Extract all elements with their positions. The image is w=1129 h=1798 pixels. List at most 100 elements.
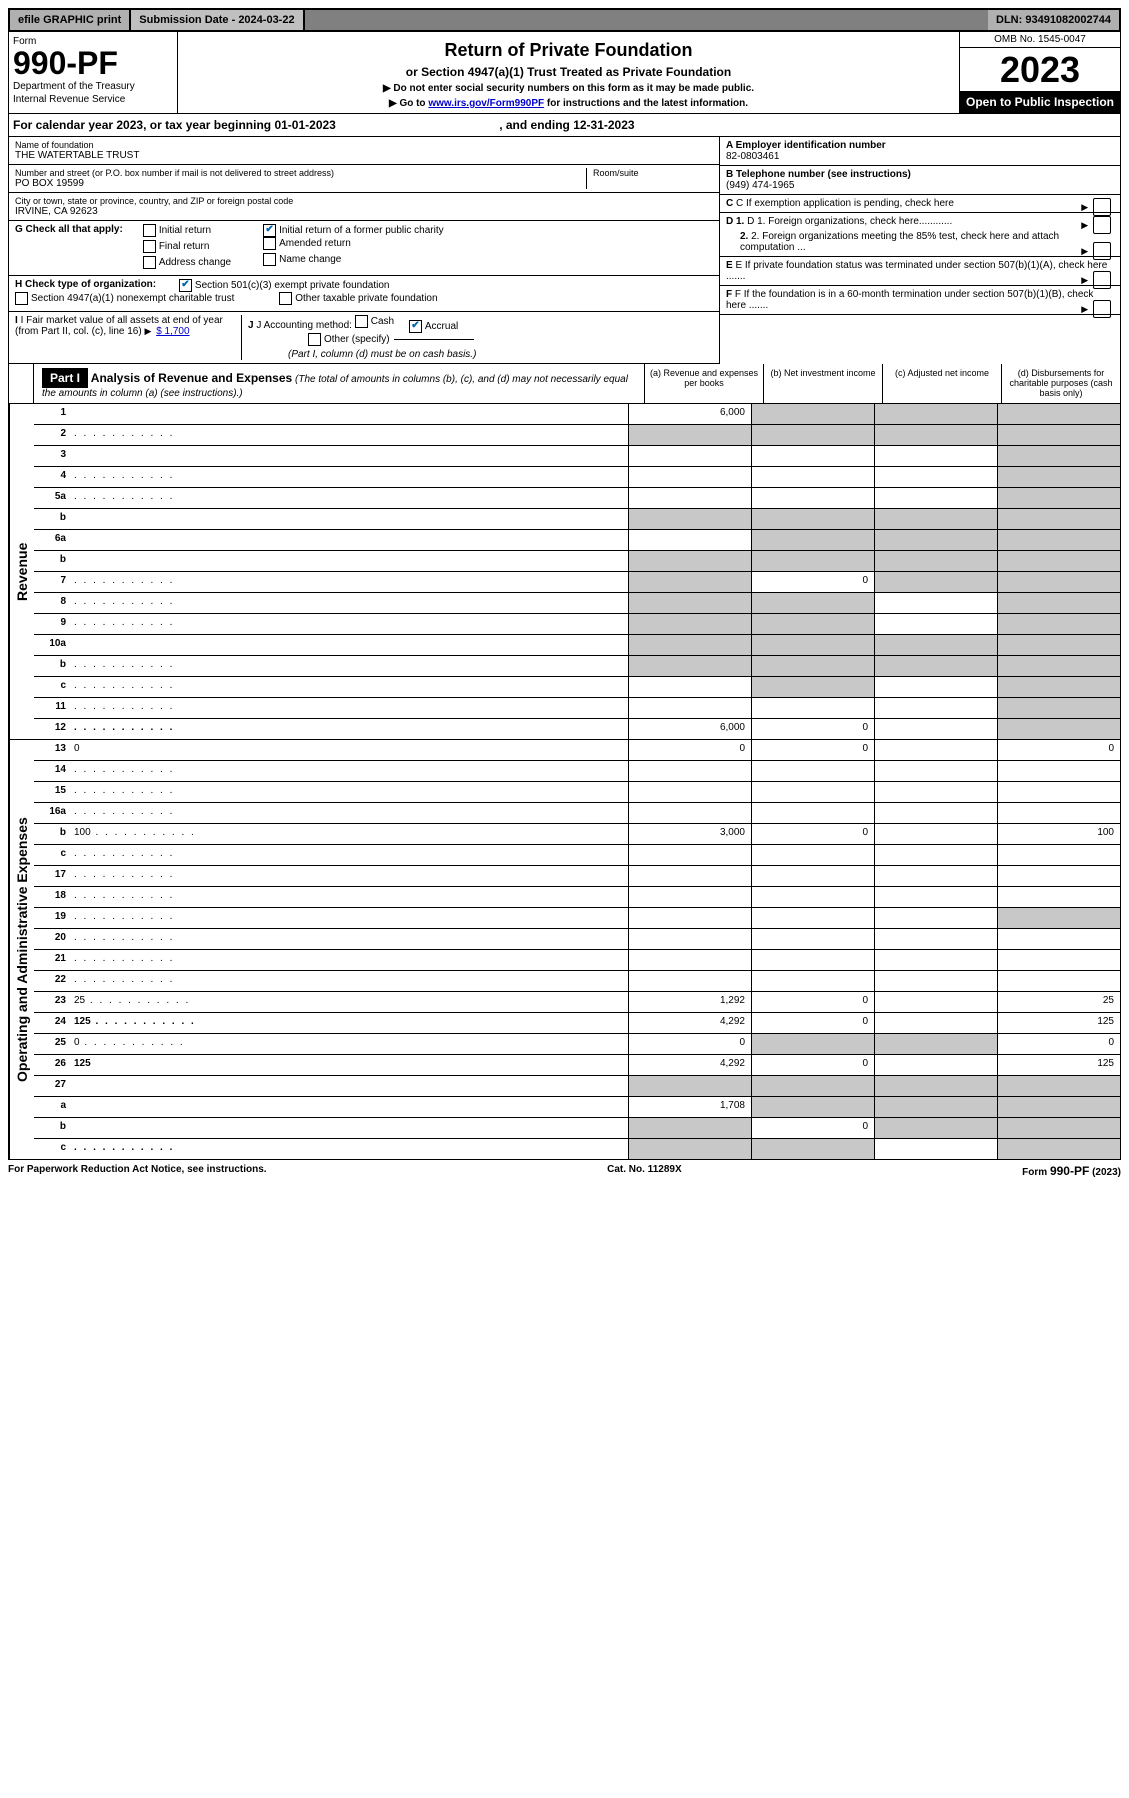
- table-row: 25000: [34, 1034, 1120, 1055]
- irs-link[interactable]: www.irs.gov/Form990PF: [428, 98, 544, 109]
- table-row: 18: [34, 887, 1120, 908]
- footer-mid: Cat. No. 11289X: [607, 1164, 681, 1178]
- amount-col-c: [874, 467, 997, 487]
- table-row: 20: [34, 929, 1120, 950]
- g-name[interactable]: Name change: [263, 253, 341, 266]
- table-row: 10a: [34, 635, 1120, 656]
- amount-col-c: [874, 509, 997, 529]
- table-row: 19: [34, 908, 1120, 929]
- address-value: PO BOX 19599: [15, 178, 586, 189]
- amount-col-c: [874, 698, 997, 718]
- amount-col-c: [874, 887, 997, 907]
- amount-col-c: [874, 593, 997, 613]
- line-number: 13: [34, 740, 70, 760]
- amount-col-a: [628, 950, 751, 970]
- amount-col-a: 6,000: [628, 719, 751, 739]
- amount-col-a: 4,292: [628, 1013, 751, 1033]
- calendar-year-row: For calendar year 2023, or tax year begi…: [8, 114, 1121, 137]
- amount-col-b: 0: [751, 719, 874, 739]
- table-row: b0: [34, 1118, 1120, 1139]
- amount-col-c: [874, 446, 997, 466]
- amount-col-c: [874, 1097, 997, 1117]
- name-label: Name of foundation: [15, 140, 713, 150]
- amount-col-d: [997, 1118, 1120, 1138]
- line-description: [70, 593, 628, 613]
- amount-col-c: [874, 1034, 997, 1054]
- g-address[interactable]: Address change: [143, 256, 231, 269]
- line-number: b: [34, 551, 70, 571]
- expenses-side-label: Operating and Administrative Expenses: [9, 740, 34, 1159]
- table-row: 5a: [34, 488, 1120, 509]
- checkbox-icon: [143, 224, 156, 237]
- a-label: A Employer identification number: [726, 140, 1114, 151]
- amount-col-d: [997, 1076, 1120, 1096]
- line-description: [70, 782, 628, 802]
- table-row: a1,708: [34, 1097, 1120, 1118]
- header-center: Return of Private Foundation or Section …: [178, 32, 959, 113]
- h-501[interactable]: Section 501(c)(3) exempt private foundat…: [179, 279, 390, 292]
- g-initial[interactable]: Initial return: [143, 224, 211, 237]
- line-number: b: [34, 509, 70, 529]
- c-cell: C C If exemption application is pending,…: [720, 195, 1120, 213]
- h-other[interactable]: Other taxable private foundation: [279, 292, 437, 305]
- room-label: Room/suite: [593, 168, 713, 178]
- j-cash[interactable]: Cash: [355, 315, 394, 328]
- amount-col-b: 0: [751, 572, 874, 592]
- amount-col-d: [997, 551, 1120, 571]
- table-row: 70: [34, 572, 1120, 593]
- table-row: 130000: [34, 740, 1120, 761]
- i-value[interactable]: $ 1,700: [156, 326, 189, 337]
- amount-col-c: [874, 677, 997, 697]
- table-row: b: [34, 656, 1120, 677]
- footer-right: Form 990-PF (2023): [1022, 1164, 1121, 1178]
- amount-col-b: [751, 950, 874, 970]
- footer-left: For Paperwork Reduction Act Notice, see …: [8, 1164, 267, 1178]
- address-cell: Number and street (or P.O. box number if…: [9, 165, 719, 193]
- amount-col-c: [874, 635, 997, 655]
- c-label: C If exemption application is pending, c…: [736, 198, 954, 209]
- table-row: 11: [34, 698, 1120, 719]
- g-initial-former[interactable]: Initial return of a former public charit…: [263, 224, 444, 237]
- amount-col-a: 3,000: [628, 824, 751, 844]
- line-number: 3: [34, 446, 70, 466]
- amount-col-b: [751, 425, 874, 445]
- line-number: 2: [34, 425, 70, 445]
- g-amended[interactable]: Amended return: [263, 237, 351, 250]
- amount-col-d: [997, 719, 1120, 739]
- b-cell: B Telephone number (see instructions) (9…: [720, 166, 1120, 195]
- line-description: [70, 425, 628, 445]
- line-number: 20: [34, 929, 70, 949]
- h-4947[interactable]: Section 4947(a)(1) nonexempt charitable …: [15, 292, 234, 305]
- j-other[interactable]: Other (specify): [308, 333, 474, 346]
- goto-note: ▶ Go to www.irs.gov/Form990PF for instru…: [182, 98, 955, 109]
- address-label: Number and street (or P.O. box number if…: [15, 168, 586, 178]
- g-final[interactable]: Final return: [143, 240, 210, 253]
- amount-col-c: [874, 404, 997, 424]
- checkbox-icon: [355, 315, 368, 328]
- e-label: E If private foundation status was termi…: [726, 260, 1107, 282]
- amount-col-d: 100: [997, 824, 1120, 844]
- checkbox-icon: [15, 292, 28, 305]
- amount-col-d: [997, 698, 1120, 718]
- table-row: 17: [34, 866, 1120, 887]
- checkbox-icon[interactable]: [1093, 300, 1111, 318]
- line-description: [70, 530, 628, 550]
- arrow-icon: [1081, 275, 1090, 286]
- amount-col-d: [997, 446, 1120, 466]
- amount-col-a: 0: [628, 1034, 751, 1054]
- amount-col-d: [997, 593, 1120, 613]
- revenue-side-label: Revenue: [9, 404, 34, 739]
- line-number: 12: [34, 719, 70, 739]
- line-description: [70, 509, 628, 529]
- amount-col-d: [997, 887, 1120, 907]
- amount-col-b: [751, 509, 874, 529]
- revenue-rows: 16,0002345ab6ab708910abc11126,0000: [34, 404, 1120, 739]
- line-description: [70, 803, 628, 823]
- j-accrual[interactable]: Accrual: [409, 320, 458, 333]
- form-subtitle: or Section 4947(a)(1) Trust Treated as P…: [182, 65, 955, 79]
- amount-col-d: [997, 929, 1120, 949]
- amount-col-a: [628, 425, 751, 445]
- checkbox-icon[interactable]: [1093, 216, 1111, 234]
- amount-col-d: [997, 971, 1120, 991]
- foundation-name: THE WATERTABLE TRUST: [15, 150, 713, 161]
